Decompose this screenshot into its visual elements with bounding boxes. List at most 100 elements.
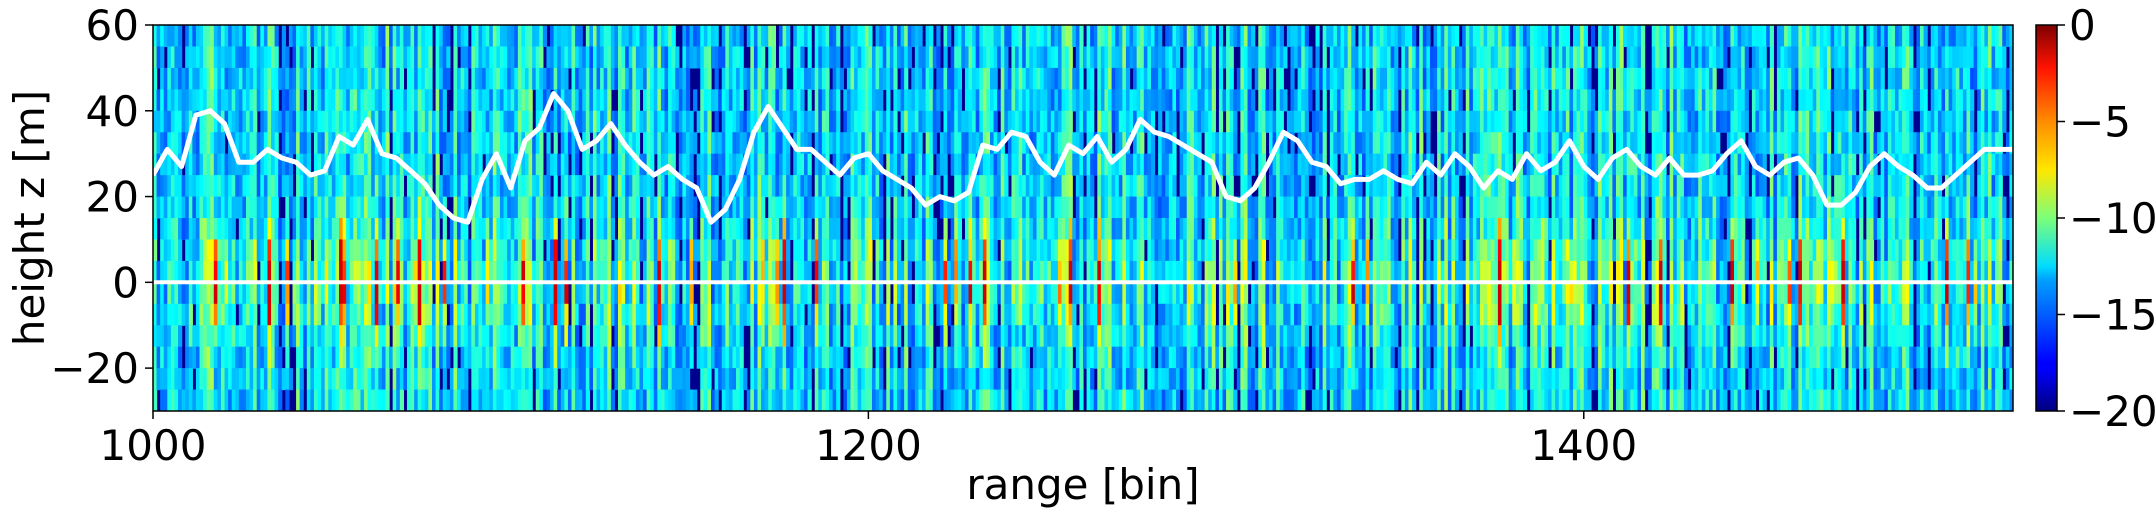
heatmap-cell [864,153,869,176]
heatmap-cell [278,303,283,326]
heatmap-cell [385,303,390,326]
heatmap-cell [299,25,304,48]
heatmap-cell [592,175,598,198]
heatmap-cell [503,368,508,391]
heatmap-cell [517,89,523,112]
heatmap-cell [997,153,1002,176]
heatmap-cell [886,132,891,155]
heatmap-cell [1104,218,1109,241]
heatmap-cell [714,175,719,198]
heatmap-cell [943,239,948,262]
heatmap-cell [1050,239,1055,262]
heatmap-cell [832,346,837,369]
heatmap-cell [550,153,555,176]
heatmap-cell [374,239,379,262]
heatmap-cell [900,110,905,133]
heatmap-cell [278,346,283,369]
heatmap-cell [836,389,841,411]
heatmap-cell [1050,132,1055,155]
heatmap-cell [868,239,873,262]
heatmap-cell [632,303,637,326]
heatmap-cell [660,218,666,241]
heatmap-cell [478,153,483,176]
heatmap-cell [153,153,158,176]
heatmap-cell [1122,110,1127,133]
heatmap-cell [424,260,430,283]
heatmap-cell [618,110,623,133]
heatmap-cell [260,239,265,262]
heatmap-cell [396,196,401,219]
heatmap-cell [650,196,655,219]
heatmap-cell [1168,389,1174,411]
heatmap-cell [653,260,658,283]
heatmap-cell [761,89,766,112]
heatmap-cell [267,175,272,198]
heatmap-cell [703,260,709,283]
heatmap-cell [181,389,186,411]
heatmap-cell [263,260,269,283]
heatmap-cell [771,196,776,219]
heatmap-cell [796,218,802,241]
heatmap-cell [900,368,905,391]
heatmap-cell [1143,389,1148,411]
heatmap-cell [292,132,297,155]
heatmap-cell [167,260,172,283]
heatmap-cell [1193,389,1199,411]
heatmap-cell [607,260,612,283]
heatmap-cell [689,282,694,305]
heatmap-cell [868,282,873,305]
heatmap-cell [732,132,737,155]
heatmap-cell [460,175,465,198]
heatmap-cell [879,389,884,411]
heatmap-cell [689,346,694,369]
heatmap-cell [274,325,279,348]
heatmap-cell [381,282,387,305]
heatmap-cell [929,325,934,348]
heatmap-cell [632,196,637,219]
heatmap-cell [521,218,526,241]
heatmap-cell [1165,46,1170,69]
heatmap-cell [775,239,780,262]
heatmap-cell [925,110,930,133]
heatmap-cell [317,153,322,176]
heatmap-cell [836,132,841,155]
heatmap-cell [660,46,666,69]
heatmap-cell [263,239,269,262]
heatmap-cell [585,325,590,348]
heatmap-cell [1061,153,1066,176]
heatmap-cell [600,282,605,305]
heatmap-cell [1208,239,1213,262]
heatmap-cell [367,260,372,283]
heatmap-cell [1079,25,1084,48]
heatmap-cell [1147,175,1152,198]
heatmap-cell [1215,218,1220,241]
heatmap-cell [736,260,741,283]
heatmap-cell [711,282,716,305]
heatmap-cell [957,196,962,219]
heatmap-cell [961,25,966,48]
heatmap-cell [721,368,726,391]
heatmap-cell [571,260,576,283]
heatmap-cell [764,175,769,198]
heatmap-cell [918,389,923,411]
heatmap-cell [392,260,397,283]
heatmap-cell [1047,325,1052,348]
heatmap-cell [571,25,576,48]
heatmap-cell [1150,346,1156,369]
heatmap-cell [1068,260,1073,283]
heatmap-cell [342,196,347,219]
heatmap-cell [589,46,594,69]
heatmap-cell [339,25,344,48]
heatmap-cell [203,67,208,90]
heatmap-cell [922,46,927,69]
heatmap-cell [961,110,966,133]
heatmap-cell [789,389,794,411]
heatmap-cell [603,46,608,69]
heatmap-cell [1125,196,1131,219]
heatmap-cell [1183,389,1188,411]
heatmap-cell [195,218,201,241]
heatmap-cell [267,282,272,305]
heatmap-cell [503,46,508,69]
heatmap-cell [525,282,530,305]
heatmap-cell [525,25,530,48]
